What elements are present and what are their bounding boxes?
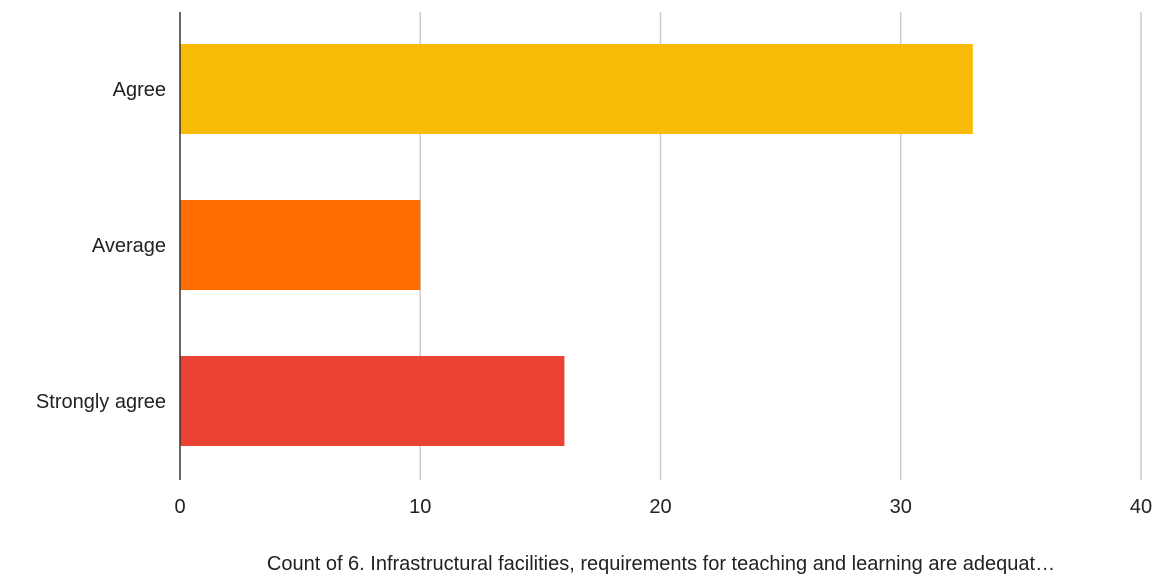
x-tick-label: 30 [890, 496, 912, 518]
bar-strongly-agree [180, 356, 565, 446]
x-tick-label: 40 [1130, 496, 1152, 518]
category-label: Agree [113, 79, 166, 101]
category-label: Strongly agree [36, 391, 166, 413]
bar-agree [180, 44, 973, 134]
x-tick-label: 20 [649, 496, 671, 518]
category-labels: Agree Average Strongly agree [36, 79, 166, 413]
category-label: Average [92, 235, 166, 257]
x-tick-labels: 0 10 20 30 40 [174, 496, 1152, 518]
x-axis-title: Count of 6. Infrastructural facilities, … [267, 553, 1055, 575]
x-tick-label: 0 [174, 496, 185, 518]
x-tick-label: 10 [409, 496, 431, 518]
bars [180, 44, 973, 446]
bar-average [180, 200, 421, 290]
